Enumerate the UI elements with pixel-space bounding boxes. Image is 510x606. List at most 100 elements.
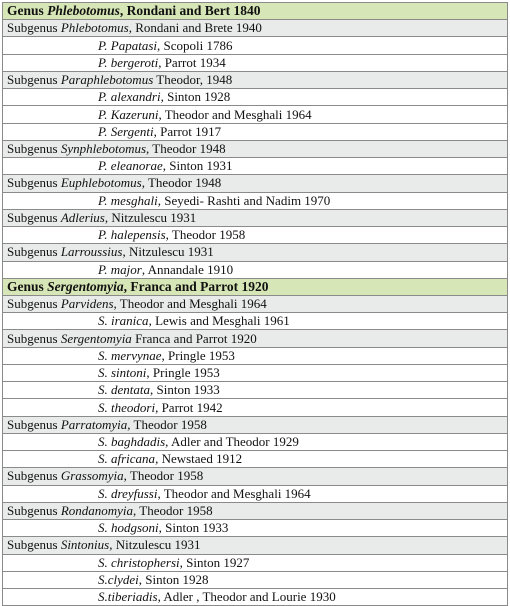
taxon-name: P. alexandri [98,89,161,105]
taxon-name: S. dentata [98,382,150,398]
authority-text: , Theodor 1948 [146,140,226,156]
taxon-name: P. eleanorae [98,158,163,174]
subgenus-row: Subgenus Paraphlebotomus Theodor, 1948 [2,70,508,90]
species-cell: P. Sergenti, Parrot 1917 [2,122,508,141]
rank-label: Subgenus [7,72,61,88]
species-cell: P. mesghali, Seyedi- Rashti and Nadim 19… [2,191,508,210]
authority-text: , Lewis and Mesghali 1961 [148,313,290,329]
species-row: S. iranica, Lewis and Mesghali 1961 [2,312,508,331]
subgenus-cell: Subgenus Synphlebotomus, Theodor 1948 [2,139,508,159]
subgenus-row: Subgenus Synphlebotomus, Theodor 1948 [2,139,508,159]
species-row: S. africana, Newstaed 1912 [2,450,508,469]
taxon-name: Larroussius [60,244,123,260]
species-cell: P. Papatasi, Scopoli 1786 [2,36,508,55]
subgenus-cell: Subgenus Adlerius, Nitzulescu 1931 [2,208,508,228]
rank-label: Subgenus [7,502,61,518]
subgenus-cell: Subgenus Larroussius, Nitzulescu 1931 [2,243,508,262]
authority-text: , Pringle 1953 [146,365,220,381]
rank-label: Subgenus [7,140,61,156]
authority-text: Theodor 1958 [130,416,207,432]
species-cell: S. dreyfussi, Theodor and Mesghali 1964 [2,484,508,503]
taxon-name: Phlebotomus [60,20,129,36]
taxon-name: S. baghdadis [98,433,166,449]
authority-text: , Parrot 1934 [158,54,226,70]
authority-text: , Scopoli 1786 [157,37,233,53]
species-cell: S. africana, Newstaed 1912 [2,450,508,469]
taxon-name: P. Papatasi [98,37,157,53]
subgenus-row: Subgenus Sergentomyia Franca and Parrot … [2,329,508,348]
species-row: P. Sergenti, Parrot 1917 [2,122,508,141]
species-cell: S. mervynae, Pringle 1953 [2,346,508,365]
species-cell: P. bergeroti, Parrot 1934 [2,53,508,72]
authority-text: , Parrot 1942 [155,399,223,415]
authority-text: , Parrot 1917 [153,123,222,139]
taxon-name: S. sintoni [98,365,147,381]
species-cell: P. alexandri, Sinton 1928 [2,88,508,107]
subgenus-row: Subgenus Phlebotomus, Rondani and Brete … [2,19,508,38]
subgenus-row: Subgenus Euphlebotomus, Theodor 1948 [2,174,508,193]
subgenus-row: Subgenus Parratomyia, Theodor 1958 [2,415,508,434]
authority-text: Theodor, 1948 [153,72,233,88]
rank-label: Subgenus [7,175,61,191]
authority-text: , Adler and Theodor 1929 [165,433,299,449]
species-row: P. halepensis, Theodor 1958 [2,226,508,245]
taxon-name: S. mervynae [98,347,162,363]
species-cell: S. theodori, Parrot 1942 [2,398,508,417]
authority-text: , Newstaed 1912 [155,451,243,467]
species-cell: P. halepensis, Theodor 1958 [2,226,508,245]
species-row: P. Kazeruni, Theodor and Mesghali 1964 [2,105,508,124]
species-row: P. major, Annandale 1910 [2,260,508,279]
taxon-name: P. Sergenti [98,123,154,139]
subgenus-cell: Subgenus Paraphlebotomus Theodor, 1948 [2,70,508,90]
subgenus-cell: Subgenus Rondanomyia, Theodor 1958 [2,501,508,521]
rank-label: Subgenus [7,468,61,484]
authority-text: , Sinton 1933 [158,520,229,536]
taxon-name: P. Kazeruni [98,106,159,122]
species-row: P. mesghali, Seyedi- Rashti and Nadim 19… [2,191,508,210]
authority-text: , Pringle 1953 [161,347,235,363]
species-row: S.tiberiadis, Adler , Theodor and Lourie… [2,587,508,606]
taxon-name: Parratomyia, [60,416,131,432]
taxon-name: Sintonius [60,537,110,553]
subgenus-cell: Subgenus Euphlebotomus, Theodor 1948 [2,174,508,193]
rank-label: Genus [7,3,48,19]
taxon-name: P. major [98,261,142,277]
species-row: S. theodori, Parrot 1942 [2,398,508,417]
species-row: S. dreyfussi, Theodor and Mesghali 1964 [2,484,508,503]
authority-text: Franca and Parrot 1920 [131,330,257,346]
species-row: P. eleanorae, Sinton 1931 [2,157,508,176]
species-cell: S. sintoni, Pringle 1953 [2,363,508,383]
subgenus-cell: Subgenus Grassomyia, Theodor 1958 [2,467,508,486]
taxon-name: Adlerius [60,209,105,225]
species-row: S.clydei, Sinton 1928 [2,570,508,589]
rank-label: Subgenus [7,537,61,553]
species-row: S. hodgsoni, Sinton 1933 [2,519,508,538]
authority-text: , Sinton 1927 [179,554,250,570]
genus-cell: Genus Sergentomyia, Franca and Parrot 19… [2,277,508,296]
genus-row: Genus Sergentomyia, Franca and Parrot 19… [2,277,508,296]
taxon-name: P. halepensis [98,227,166,243]
rank-label: Subgenus [7,296,61,312]
subgenus-row: Subgenus Grassomyia, Theodor 1958 [2,467,508,486]
species-row: S. mervynae, Pringle 1953 [2,346,508,365]
authority-text: , Sinton 1933 [150,382,220,398]
subgenus-row: Subgenus Rondanomyia, Theodor 1958 [2,501,508,521]
taxon-name: P. mesghali [98,192,158,208]
taxon-name: Grassomyia [60,468,124,484]
species-cell: S. baghdadis, Adler and Theodor 1929 [2,432,508,452]
subgenus-row: Subgenus Parvidens, Theodor and Mesghali… [2,294,508,314]
species-row: P. Papatasi, Scopoli 1786 [2,36,508,55]
authority-text: , Theodor and Mesghali 1964 [113,296,267,312]
species-row: P. alexandri, Sinton 1928 [2,88,508,107]
taxon-name: S. dreyfussi [98,485,158,501]
subgenus-row: Subgenus Adlerius, Nitzulescu 1931 [2,208,508,228]
subgenus-row: Subgenus Sintonius, Nitzulescu 1931 [2,536,508,555]
authority-text: , Theodor 1958 [123,468,204,484]
genus-row: Genus Phlebotomus, Rondani and Bert 1840 [2,1,508,21]
species-row: S. sintoni, Pringle 1953 [2,363,508,383]
authority-text: , Sinton 1928 [160,89,231,105]
subgenus-cell: Subgenus Parvidens, Theodor and Mesghali… [2,294,508,314]
species-row: S. baghdadis, Adler and Theodor 1929 [2,432,508,452]
